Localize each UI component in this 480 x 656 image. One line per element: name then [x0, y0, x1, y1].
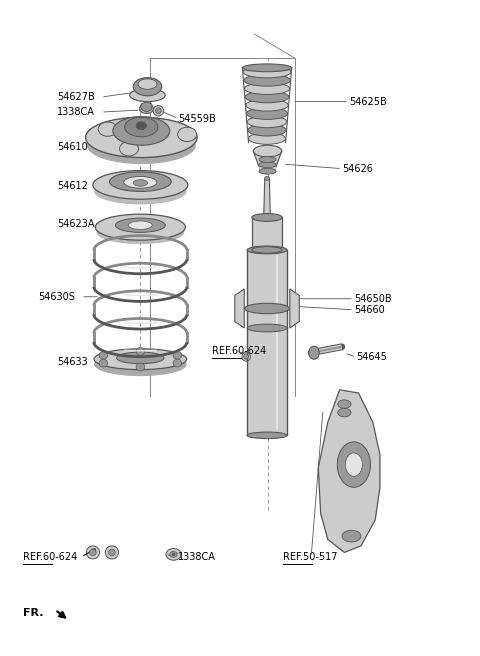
Ellipse shape [243, 66, 291, 78]
Ellipse shape [124, 176, 157, 188]
Ellipse shape [153, 106, 164, 116]
Ellipse shape [173, 352, 181, 359]
Ellipse shape [87, 127, 196, 164]
Ellipse shape [244, 354, 249, 359]
Ellipse shape [129, 221, 152, 230]
Ellipse shape [138, 79, 157, 89]
Ellipse shape [242, 64, 292, 72]
Ellipse shape [90, 549, 96, 556]
Text: 54645: 54645 [356, 352, 387, 362]
Ellipse shape [136, 363, 144, 371]
Ellipse shape [252, 213, 282, 221]
Text: 54630S: 54630S [38, 292, 75, 302]
Ellipse shape [248, 124, 286, 136]
Text: 54626: 54626 [342, 163, 373, 174]
Ellipse shape [99, 359, 108, 367]
Polygon shape [253, 151, 282, 173]
Text: 54627B: 54627B [57, 92, 95, 102]
Ellipse shape [259, 169, 276, 174]
Ellipse shape [338, 408, 351, 417]
Polygon shape [318, 390, 380, 552]
Ellipse shape [244, 74, 290, 86]
Ellipse shape [156, 108, 161, 113]
Ellipse shape [170, 552, 178, 558]
Ellipse shape [105, 546, 119, 559]
Ellipse shape [259, 162, 276, 168]
Text: 1338CA: 1338CA [179, 552, 216, 562]
Ellipse shape [108, 549, 115, 556]
Ellipse shape [244, 83, 289, 94]
Ellipse shape [133, 180, 147, 186]
Ellipse shape [133, 77, 162, 96]
Ellipse shape [309, 346, 319, 359]
Ellipse shape [247, 108, 288, 119]
Polygon shape [252, 217, 282, 250]
Ellipse shape [247, 246, 287, 254]
Ellipse shape [99, 352, 108, 359]
Ellipse shape [85, 117, 197, 157]
Text: 54623A: 54623A [57, 219, 95, 229]
Ellipse shape [139, 104, 154, 113]
Text: 54625B: 54625B [349, 96, 387, 107]
Ellipse shape [264, 176, 269, 180]
Ellipse shape [253, 145, 282, 157]
Text: 54660: 54660 [354, 305, 384, 315]
Ellipse shape [136, 122, 146, 130]
Ellipse shape [94, 353, 187, 376]
Text: REF.60-624: REF.60-624 [23, 552, 77, 562]
Ellipse shape [178, 127, 197, 142]
Ellipse shape [130, 89, 165, 102]
Text: 1338CA: 1338CA [57, 107, 95, 117]
Ellipse shape [117, 352, 164, 364]
Circle shape [337, 442, 371, 487]
Text: 54559B: 54559B [179, 113, 216, 123]
Ellipse shape [245, 91, 289, 103]
Ellipse shape [249, 133, 286, 144]
Ellipse shape [109, 172, 171, 192]
Ellipse shape [247, 432, 287, 439]
Ellipse shape [113, 117, 170, 145]
Text: 54633: 54633 [57, 357, 88, 367]
Ellipse shape [342, 530, 361, 542]
Ellipse shape [96, 214, 185, 240]
Ellipse shape [125, 117, 158, 136]
Text: 54610: 54610 [57, 142, 88, 152]
Ellipse shape [94, 178, 187, 205]
Ellipse shape [247, 324, 287, 332]
Ellipse shape [94, 349, 187, 369]
Ellipse shape [173, 359, 181, 367]
Ellipse shape [338, 400, 351, 408]
Text: 54612: 54612 [57, 181, 88, 191]
Ellipse shape [136, 348, 144, 356]
Circle shape [345, 453, 362, 476]
Polygon shape [290, 289, 300, 328]
Text: 54650B: 54650B [354, 294, 392, 304]
Ellipse shape [172, 553, 175, 556]
Polygon shape [235, 289, 244, 328]
Ellipse shape [93, 171, 188, 199]
Ellipse shape [242, 352, 251, 361]
Ellipse shape [86, 546, 99, 559]
Ellipse shape [247, 116, 287, 128]
Ellipse shape [252, 247, 282, 253]
Polygon shape [247, 250, 287, 436]
Polygon shape [264, 178, 270, 217]
Text: REF.50-517: REF.50-517 [283, 552, 337, 562]
Ellipse shape [245, 303, 289, 314]
Ellipse shape [120, 142, 139, 156]
Ellipse shape [98, 122, 117, 136]
Ellipse shape [259, 157, 276, 163]
Text: REF.60-624: REF.60-624 [212, 346, 266, 356]
Ellipse shape [246, 99, 288, 111]
Text: FR.: FR. [23, 608, 43, 618]
Ellipse shape [166, 548, 181, 560]
Ellipse shape [96, 220, 184, 244]
Polygon shape [141, 102, 152, 112]
Ellipse shape [116, 218, 165, 232]
